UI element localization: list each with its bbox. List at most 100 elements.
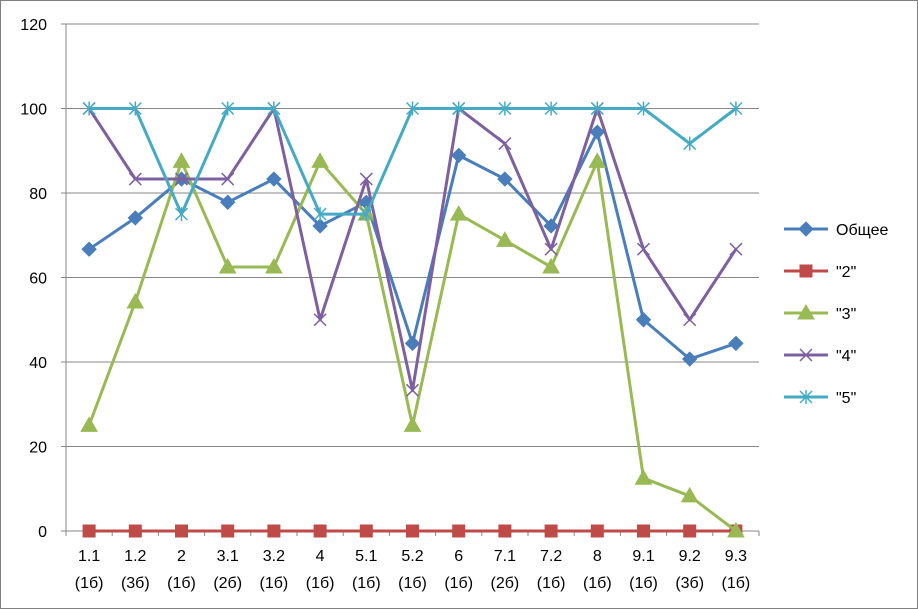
- data-point-triangle: [218, 257, 237, 274]
- x-tick-sublabel: (1б): [537, 575, 566, 592]
- marker-stroke: [544, 242, 558, 256]
- x-tick-sublabel: (2б): [213, 575, 242, 592]
- x-tick-label: 7.2: [540, 548, 562, 565]
- x-tick-label: 9.3: [725, 548, 747, 565]
- y-tick-label: 60: [29, 271, 47, 288]
- data-point-star: [221, 101, 235, 116]
- data-point-triangle: [496, 231, 514, 247]
- data-point-star: [267, 101, 281, 116]
- x-tick-label: 5.2: [401, 548, 423, 565]
- series-3: [82, 101, 743, 397]
- legend-item: "2": [784, 264, 856, 281]
- marker-stroke: [636, 242, 651, 256]
- legend-label: Общее: [836, 222, 888, 239]
- y-tick-label: 100: [20, 102, 47, 119]
- data-point-diamond: [312, 218, 328, 234]
- x-tick-label: 5.1: [355, 548, 377, 565]
- data-point-diamond: [543, 218, 559, 234]
- data-point-x: [221, 172, 235, 186]
- data-point-star: [544, 101, 558, 116]
- data-point-diamond: [589, 124, 606, 140]
- data-point-x: [729, 242, 743, 256]
- marker-stroke: [498, 137, 512, 151]
- data-point-x: [405, 383, 420, 397]
- legend-item: "4": [784, 348, 856, 365]
- data-point-square: [683, 524, 697, 538]
- data-point-star: [498, 101, 512, 116]
- y-tick-label: 40: [29, 355, 47, 372]
- x-tick-sublabel: (1б): [722, 575, 751, 592]
- data-point-square: [452, 524, 466, 538]
- data-point-square: [799, 264, 813, 278]
- data-point-star: [729, 101, 743, 116]
- x-tick-label: 1.1: [78, 548, 100, 565]
- x-tick-sublabel: (1б): [260, 575, 289, 592]
- x-tick-sublabel: (2б): [491, 575, 520, 592]
- data-point-square: [128, 524, 142, 538]
- data-point-star: [174, 207, 189, 222]
- data-point-triangle: [588, 152, 607, 168]
- data-point-triangle: [80, 416, 98, 432]
- data-point-triangle: [727, 521, 745, 538]
- marker-stroke: [405, 383, 420, 397]
- x-tick-label: 9.2: [679, 548, 701, 565]
- y-tick-label: 120: [20, 17, 47, 34]
- x-tick-sublabel: (1б): [444, 575, 473, 592]
- marker-stroke: [313, 313, 327, 327]
- data-point-star: [405, 101, 420, 116]
- data-point-star: [799, 390, 813, 404]
- x-tick-label: 7.1: [494, 548, 516, 565]
- data-point-diamond: [81, 241, 97, 257]
- data-point-triangle: [403, 416, 422, 432]
- data-point-x: [636, 242, 651, 256]
- x-tick-sublabel: (1б): [398, 575, 427, 592]
- data-point-triangle: [634, 469, 653, 485]
- data-point-x: [544, 242, 558, 256]
- marker-stroke: [683, 313, 697, 327]
- data-point-diamond: [681, 351, 698, 367]
- x-tick-label: 9.1: [632, 548, 654, 565]
- marker-stroke: [128, 172, 142, 186]
- data-point-diamond: [635, 312, 652, 328]
- data-point-star: [128, 101, 142, 116]
- y-tick-label: 80: [29, 186, 47, 203]
- x-tick-sublabel: (1б): [75, 575, 104, 592]
- data-point-square: [221, 524, 235, 538]
- data-point-square: [313, 524, 327, 538]
- marker-stroke: [174, 172, 189, 186]
- data-point-star: [359, 207, 373, 222]
- y-axis-tick-labels: 0 20 40 60 80 100 120: [20, 17, 47, 541]
- data-point-triangle: [126, 292, 145, 309]
- data-point-diamond: [266, 171, 282, 187]
- data-point-square: [590, 524, 604, 538]
- legend-label: "5": [836, 390, 856, 407]
- x-tick-sublabel: (3б): [675, 575, 704, 592]
- x-tick-sublabel: (1б): [167, 575, 196, 592]
- marker-stroke: [799, 348, 813, 362]
- data-point-square: [498, 524, 512, 538]
- data-point-triangle: [542, 257, 560, 274]
- data-point-square: [175, 524, 188, 538]
- legend-item: "5": [784, 390, 856, 407]
- series-4: [82, 101, 743, 222]
- data-point-triangle: [680, 486, 699, 503]
- data-point-star: [636, 101, 651, 116]
- data-point-star: [683, 136, 697, 151]
- data-point-triangle: [172, 152, 191, 168]
- x-tick-label: 4: [316, 548, 325, 565]
- x-tick-label: 2: [177, 548, 186, 565]
- legend-item: Общее: [784, 221, 888, 239]
- data-point-x: [174, 172, 189, 186]
- data-point-x: [313, 313, 327, 327]
- marker-stroke: [359, 172, 373, 186]
- y-tick-label: 0: [38, 524, 47, 541]
- data-point-square: [359, 524, 373, 538]
- data-point-triangle: [265, 257, 283, 274]
- x-tick-label: 6: [454, 548, 463, 565]
- series-2: [80, 152, 745, 538]
- legend-label: "4": [836, 348, 856, 365]
- x-tick-sublabel: (1б): [352, 575, 381, 592]
- x-tick-label: 8: [593, 548, 602, 565]
- data-point-x: [498, 137, 512, 151]
- x-tick-label: 1.2: [124, 548, 146, 565]
